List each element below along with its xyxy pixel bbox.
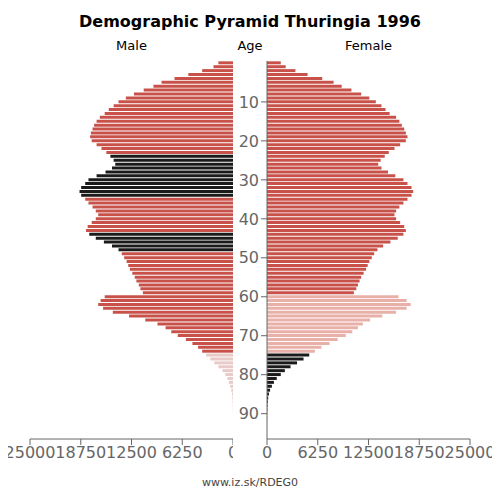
svg-text:40: 40 bbox=[239, 210, 259, 229]
svg-text:80: 80 bbox=[239, 365, 259, 384]
svg-text:10: 10 bbox=[239, 93, 259, 112]
html-text:www.iz.sk/RDEG0: www.iz.sk/RDEG0 bbox=[201, 476, 299, 489]
svg-text:25000: 25000 bbox=[8, 443, 55, 462]
html-text:Male: Male bbox=[116, 38, 147, 53]
svg-text:6250: 6250 bbox=[297, 443, 338, 462]
svg-text:90: 90 bbox=[239, 404, 259, 423]
svg-text:0: 0 bbox=[262, 443, 272, 462]
svg-text:20: 20 bbox=[239, 132, 259, 151]
svg-text:18750: 18750 bbox=[394, 443, 445, 462]
svg-text:12500: 12500 bbox=[106, 443, 157, 462]
html-text:Age: Age bbox=[237, 38, 263, 53]
svg-text:25000: 25000 bbox=[445, 443, 492, 462]
html-text:Female: Female bbox=[345, 38, 392, 53]
svg-text:30: 30 bbox=[239, 171, 259, 190]
svg-text:60: 60 bbox=[239, 287, 259, 306]
svg-text:70: 70 bbox=[239, 326, 259, 345]
html-text:Demographic Pyramid Thuringia: Demographic Pyramid Thuringia 1996 bbox=[79, 12, 421, 31]
svg-text:12500: 12500 bbox=[343, 443, 394, 462]
svg-text:18750: 18750 bbox=[55, 443, 106, 462]
svg-text:50: 50 bbox=[239, 248, 259, 267]
svg-text:0: 0 bbox=[228, 443, 233, 462]
svg-text:6250: 6250 bbox=[162, 443, 203, 462]
